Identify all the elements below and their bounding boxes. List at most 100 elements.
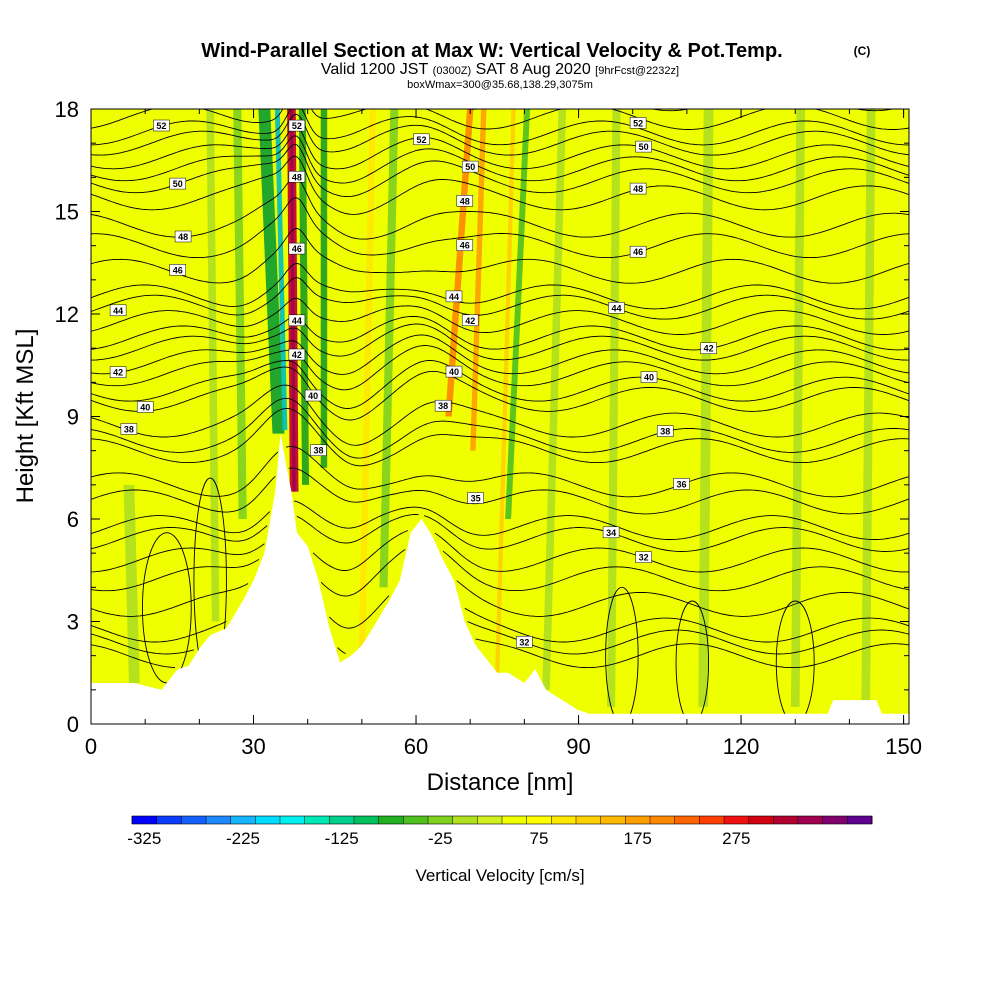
theta-contour-cell-4	[605, 586, 639, 724]
theta-contour-line	[91, 113, 909, 156]
theta-contour-cell-2	[675, 600, 710, 724]
terrain-mask	[91, 433, 909, 724]
wave-theta-label-0-box	[288, 119, 306, 132]
contour-labels: 32 32 34 36 38 38 40 40 42 42 44 44 46 46 48 48 50 50 52 52…	[109, 117, 717, 648]
theta-label-7-text: 40	[644, 373, 654, 383]
wave-theta-label-15: 35	[467, 492, 484, 504]
theta-label-12-box	[169, 264, 186, 276]
theta-contour-line	[91, 621, 909, 655]
theta-label-17: 50	[635, 140, 652, 153]
theta-label-14-text: 48	[178, 232, 188, 242]
velocity-band-7	[470, 109, 487, 451]
subtitle-zulu: (0300Z)	[433, 65, 472, 77]
velocity-band-18	[358, 109, 376, 656]
wave-theta-label-0: 52	[288, 119, 306, 132]
colorbar-swatch	[724, 816, 750, 824]
theta-label-11: 44	[608, 302, 625, 314]
wave-theta-label-1: 48	[288, 171, 306, 183]
wave-theta-label-2-box	[288, 242, 306, 255]
theta-contour-line	[91, 135, 909, 184]
wave-theta-label-9-box	[456, 195, 474, 207]
theta-contour-line	[91, 109, 909, 146]
wave-theta-label-6-box	[310, 444, 327, 456]
theta-label-9-text: 42	[704, 344, 714, 354]
theta-contour-line	[91, 446, 909, 498]
wave-theta-label-12: 42	[461, 314, 479, 327]
theta-contour-line	[91, 345, 909, 391]
theta-label-12: 46	[169, 264, 186, 276]
theta-label-0: 32	[516, 636, 533, 648]
theta-label-6: 40	[136, 401, 154, 413]
colorbar-swatch	[378, 816, 404, 824]
theta-contours	[91, 109, 909, 724]
velocity-band-8	[505, 109, 531, 519]
colorbar-swatch	[156, 816, 182, 824]
theta-contour-line	[91, 323, 909, 361]
colorbar-swatch	[255, 816, 281, 824]
theta-label-19: 52	[629, 117, 647, 129]
colorbar-swatch	[674, 816, 700, 824]
theta-contour-line	[91, 297, 909, 335]
theta-label-6-box	[136, 401, 154, 413]
theta-label-4: 38	[656, 425, 674, 437]
wave-theta-label-3: 44	[288, 314, 306, 327]
theta-label-13-box	[629, 245, 647, 258]
colorbar-swatch	[354, 816, 380, 824]
y-tick-label: 18	[55, 97, 79, 122]
colorbar-swatch	[798, 816, 824, 824]
velocity-band-3	[274, 109, 288, 431]
wave-theta-label-7-box	[413, 133, 430, 146]
wave-theta-label-5: 40	[304, 389, 322, 402]
x-tick-label: 120	[723, 734, 760, 759]
theta-label-3: 36	[673, 478, 690, 490]
colorbar-swatch	[748, 816, 774, 824]
theta-label-14: 48	[174, 230, 192, 243]
wave-theta-label-5-box	[304, 389, 322, 402]
velocity-field	[123, 109, 876, 707]
theta-contour-line	[91, 580, 909, 629]
wave-theta-label-13-text: 40	[449, 367, 459, 377]
wave-theta-label-12-box	[461, 314, 479, 327]
theta-label-3-text: 36	[676, 479, 686, 489]
theta-label-0-text: 32	[519, 637, 529, 647]
theta-label-10-box	[109, 304, 127, 317]
theta-label-16-text: 50	[173, 179, 183, 189]
theta-contour-line	[91, 109, 909, 130]
theta-contour-line	[91, 366, 909, 421]
theta-contour-line	[91, 360, 909, 409]
theta-label-3-box	[673, 478, 690, 490]
colorbar-swatch	[132, 816, 158, 824]
theta-contour-line	[91, 197, 909, 259]
wave-theta-label-11-box	[445, 290, 463, 303]
wave-theta-label-10-text: 46	[460, 241, 470, 251]
colorbar-swatch	[280, 816, 306, 824]
velocity-band-19	[495, 109, 516, 673]
theta-contour-line	[91, 334, 909, 375]
wave-theta-label-14-box	[434, 399, 452, 412]
wave-theta-label-14-text: 38	[438, 401, 448, 411]
colorbar-swatch	[551, 816, 577, 824]
wave-theta-label-6: 38	[310, 444, 327, 456]
theta-label-9-box	[700, 342, 717, 354]
theta-contour-line	[91, 530, 909, 573]
colorbar: -325 -225 -125 -25 75 175 275	[127, 815, 873, 848]
wave-theta-label-10: 46	[456, 239, 474, 251]
subtitle-date: SAT 8 Aug 2020	[476, 61, 591, 78]
colorbar-swatch	[847, 816, 873, 824]
theta-contour-line	[91, 407, 909, 467]
theta-label-5: 38	[120, 423, 138, 435]
colorbar-swatch	[329, 816, 355, 824]
colorbar-tick-label: -325	[127, 829, 161, 848]
theta-label-12-text: 46	[173, 265, 183, 275]
theta-label-16: 50	[169, 177, 186, 190]
theta-label-7-box	[640, 371, 658, 383]
wave-theta-label-9-text: 48	[460, 196, 470, 206]
chart-subtitle: Valid 1200 JST (0300Z) SAT 8 Aug 2020 [9…	[321, 61, 679, 78]
theta-label-2-box	[602, 526, 620, 539]
theta-label-4-text: 38	[660, 427, 670, 437]
theta-label-7: 40	[640, 371, 658, 383]
theta-label-13-text: 46	[633, 247, 643, 257]
y-tick-label: 12	[55, 302, 79, 327]
colorbar-tick-label: 75	[530, 829, 549, 848]
